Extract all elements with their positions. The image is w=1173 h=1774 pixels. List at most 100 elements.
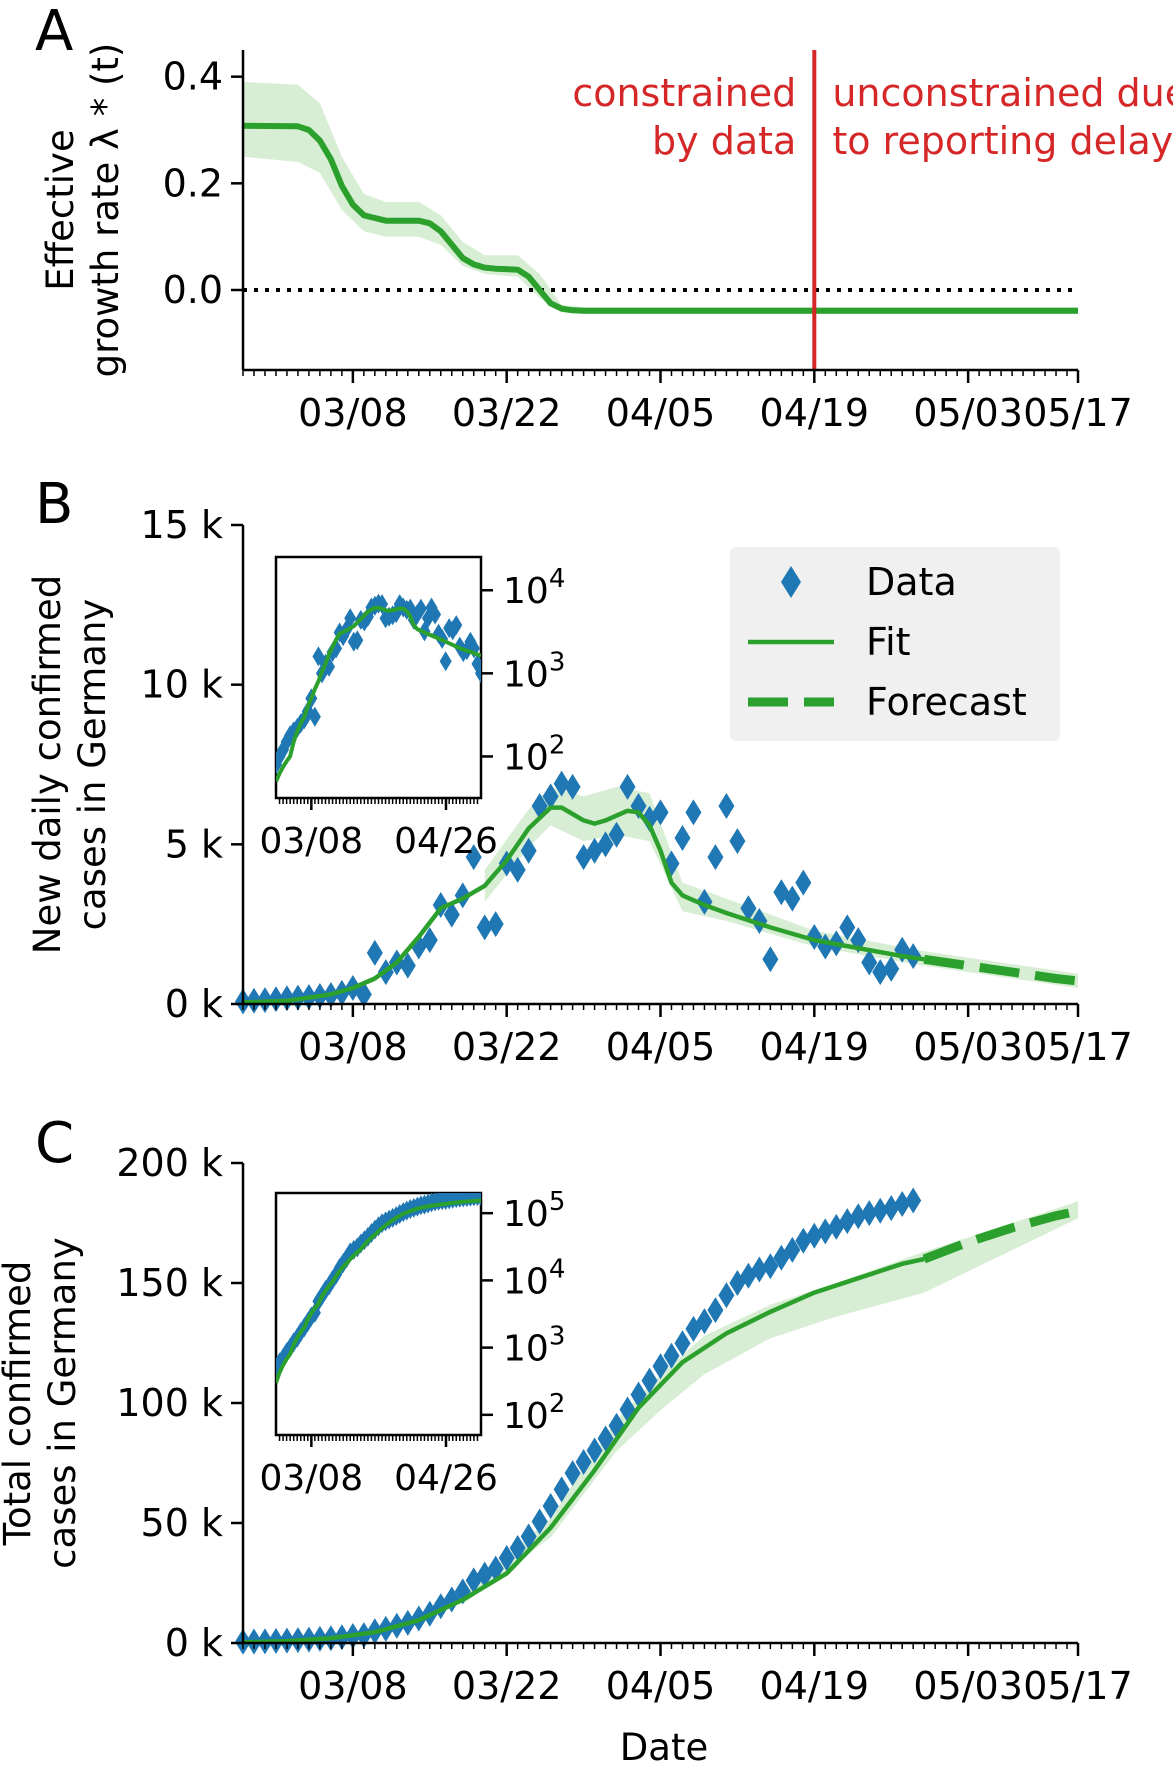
inset-y-tick-label: 102 bbox=[503, 730, 565, 778]
data-point bbox=[421, 927, 438, 954]
data-point bbox=[586, 1437, 603, 1464]
data-point bbox=[553, 770, 570, 797]
x-tick-label: 05/17 bbox=[1023, 1664, 1133, 1708]
inset-data-point bbox=[344, 608, 357, 629]
data-point bbox=[839, 1208, 856, 1235]
inset-plot bbox=[276, 1193, 481, 1384]
data-point bbox=[850, 1203, 867, 1230]
inset-data-point bbox=[475, 663, 481, 684]
data-markers bbox=[235, 770, 922, 1015]
data-point bbox=[520, 1523, 537, 1550]
inset-fit-line bbox=[276, 1198, 481, 1384]
data-point bbox=[608, 821, 625, 848]
legend-label: Data bbox=[866, 560, 957, 604]
data-point bbox=[542, 1492, 559, 1519]
data-point bbox=[443, 901, 460, 928]
panel-letter-B: B bbox=[35, 472, 73, 537]
confidence-band bbox=[462, 1201, 1078, 1605]
inset-x-tick-label: 04/26 bbox=[394, 821, 498, 862]
data-point bbox=[509, 856, 526, 883]
inset-data-point bbox=[439, 651, 452, 672]
data-point bbox=[806, 1222, 823, 1249]
data-point bbox=[883, 955, 900, 982]
inset-B: 102 103 104 03/08 04/26 bbox=[259, 555, 565, 862]
data-point bbox=[872, 1197, 889, 1224]
y-tick-label: 200 k bbox=[116, 1141, 223, 1185]
inset-x-tick-label: 03/08 bbox=[259, 1458, 363, 1499]
data-point bbox=[498, 1545, 515, 1572]
data-point bbox=[575, 1449, 592, 1476]
inset-frame bbox=[274, 555, 483, 800]
inset-data-point bbox=[429, 604, 442, 625]
data-point bbox=[652, 799, 669, 826]
fit-line bbox=[242, 805, 925, 1005]
data-point bbox=[806, 923, 823, 950]
annotation-right-1: to reporting delay bbox=[832, 119, 1173, 163]
y-tick-label: 150 k bbox=[116, 1261, 223, 1305]
y-axis-label-line2: cases in Germany bbox=[71, 599, 114, 931]
y-tick-label: 15 k bbox=[141, 503, 223, 547]
x-tick-label: 03/22 bbox=[452, 391, 562, 435]
y-tick-label: 0.2 bbox=[163, 161, 223, 205]
inset-y-tick-label: 104 bbox=[503, 1254, 565, 1302]
panel-C: C Total confirmed cases in Germany 0 k 50 k 1… bbox=[0, 1111, 1133, 1708]
inset-data-point bbox=[450, 615, 463, 636]
x-tick-label: 05/17 bbox=[1023, 1025, 1133, 1069]
x-tick-label: 03/22 bbox=[452, 1664, 562, 1708]
y-tick-label: 0.0 bbox=[163, 268, 223, 312]
inset-x-tick-label: 04/26 bbox=[394, 1458, 498, 1499]
panel-letter-C: C bbox=[35, 1111, 74, 1176]
data-point bbox=[487, 911, 504, 938]
data-point bbox=[894, 1191, 911, 1218]
data-point bbox=[564, 1460, 581, 1487]
x-tick-label: 03/22 bbox=[452, 1025, 562, 1069]
data-point bbox=[663, 1342, 680, 1369]
data-point bbox=[762, 946, 779, 973]
data-point bbox=[751, 907, 768, 934]
data-point bbox=[817, 1218, 834, 1245]
legend-box bbox=[730, 547, 1060, 741]
inset-y-tick-label: 103 bbox=[503, 647, 565, 695]
data-point bbox=[861, 949, 878, 976]
inset-C: 102 103 104 105 03/08 04/26 bbox=[259, 1187, 565, 1499]
panel-B: B New daily confirmed cases in Germany 0 k 5… bbox=[26, 472, 1133, 1069]
data-point bbox=[553, 1476, 570, 1503]
data-point bbox=[542, 783, 559, 810]
inset-data-point bbox=[308, 706, 321, 727]
data-point bbox=[707, 1297, 724, 1324]
data-point bbox=[784, 1236, 801, 1263]
forecast-line bbox=[922, 1206, 1079, 1264]
inset-y-tick-label: 104 bbox=[503, 564, 565, 612]
data-point bbox=[795, 869, 812, 896]
x-tick-label: 04/05 bbox=[606, 1025, 716, 1069]
data-point bbox=[883, 1195, 900, 1222]
y-axis-label-line1: New daily confirmed bbox=[26, 575, 69, 954]
x-tick-label: 03/08 bbox=[298, 1025, 408, 1069]
data-point bbox=[839, 914, 856, 941]
data-markers bbox=[235, 1187, 922, 1655]
y-tick-label: 0 k bbox=[165, 982, 223, 1026]
data-point bbox=[905, 1187, 922, 1214]
data-point bbox=[652, 1353, 669, 1380]
data-point bbox=[476, 914, 493, 941]
y-axis-label-line1: Total confirmed bbox=[0, 1261, 39, 1547]
y-tick-label: 50 k bbox=[141, 1501, 223, 1545]
annotation-right-0: unconstrained due bbox=[832, 71, 1173, 115]
data-point bbox=[718, 793, 735, 820]
x-tick-label: 04/05 bbox=[606, 1664, 716, 1708]
inset-y-tick-label: 105 bbox=[503, 1187, 565, 1235]
x-tick-label: 04/19 bbox=[760, 1664, 870, 1708]
x-tick-label: 05/03 bbox=[913, 1025, 1023, 1069]
x-axis-title: Date bbox=[620, 1726, 708, 1769]
annotation-left-0: constrained bbox=[572, 71, 796, 115]
legend: Data Fit Forecast bbox=[730, 547, 1060, 741]
data-point bbox=[399, 952, 416, 979]
y-tick-label: 10 k bbox=[141, 663, 223, 707]
data-point bbox=[366, 939, 383, 966]
data-point bbox=[784, 885, 801, 912]
y-tick-label: 0.4 bbox=[163, 55, 223, 99]
x-tick-label: 04/19 bbox=[760, 1025, 870, 1069]
x-tick-label: 05/17 bbox=[1023, 391, 1133, 435]
legend-label: Forecast bbox=[866, 680, 1027, 724]
data-point bbox=[619, 773, 636, 800]
